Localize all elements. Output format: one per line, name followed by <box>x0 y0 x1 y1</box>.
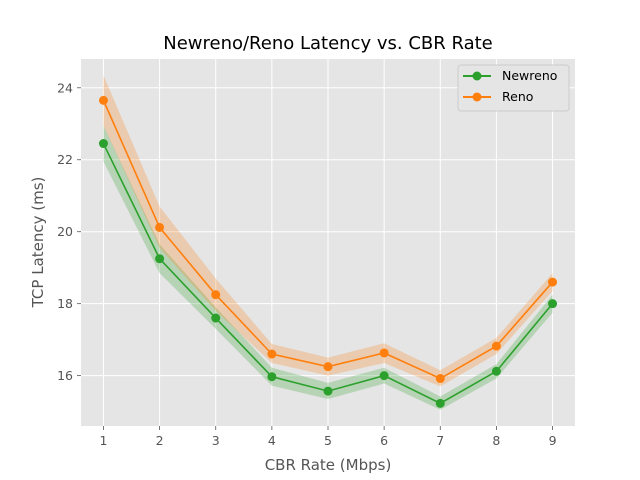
data-point-newreno <box>435 398 445 408</box>
grid-lines <box>81 59 575 426</box>
chart-title: Newreno/Reno Latency vs. CBR Rate <box>163 33 493 54</box>
legend-label-newreno: Newreno <box>502 68 557 83</box>
x-axis-ticks: 1 2 3 4 5 6 7 8 9 <box>99 426 557 448</box>
y-tick-label: 22 <box>57 152 73 167</box>
data-point-newreno <box>211 313 221 323</box>
data-point-reno <box>491 341 501 351</box>
data-point-newreno <box>267 372 277 382</box>
data-point-reno <box>98 95 108 105</box>
data-point-newreno <box>323 386 333 396</box>
data-point-reno <box>323 362 333 372</box>
x-tick-label: 3 <box>212 433 220 448</box>
x-tick-label: 9 <box>549 433 557 448</box>
data-point-reno <box>211 290 221 300</box>
x-tick-label: 5 <box>324 433 332 448</box>
data-point-newreno <box>98 139 108 149</box>
legend: Newreno Reno <box>457 64 570 112</box>
x-axis-label: CBR Rate (Mbps) <box>265 456 392 474</box>
series-markers <box>98 95 558 408</box>
data-point-reno <box>267 349 277 359</box>
confidence-bands <box>103 75 553 410</box>
y-tick-label: 24 <box>57 80 73 95</box>
x-tick-label: 8 <box>492 433 500 448</box>
legend-label-reno: Reno <box>502 89 533 104</box>
x-tick-label: 7 <box>436 433 444 448</box>
y-axis-ticks: 16 18 20 22 24 <box>57 80 81 383</box>
data-point-newreno <box>548 299 558 309</box>
x-tick-label: 4 <box>268 433 276 448</box>
y-axis-label: TCP Latency (ms) <box>29 177 47 309</box>
y-tick-label: 18 <box>57 296 73 311</box>
data-point-reno <box>548 277 558 287</box>
x-tick-label: 6 <box>380 433 388 448</box>
x-tick-label: 2 <box>156 433 164 448</box>
y-tick-label: 16 <box>57 368 73 383</box>
data-point-reno <box>379 348 389 358</box>
confidence-band-reno <box>103 75 553 387</box>
data-point-reno <box>435 374 445 384</box>
data-point-newreno <box>155 254 165 264</box>
legend-marker-reno <box>472 92 482 102</box>
y-tick-label: 20 <box>57 224 73 239</box>
data-point-newreno <box>491 366 501 376</box>
x-tick-label: 1 <box>99 433 107 448</box>
data-point-newreno <box>379 371 389 381</box>
legend-marker-newreno <box>472 71 482 81</box>
data-point-reno <box>155 222 165 232</box>
